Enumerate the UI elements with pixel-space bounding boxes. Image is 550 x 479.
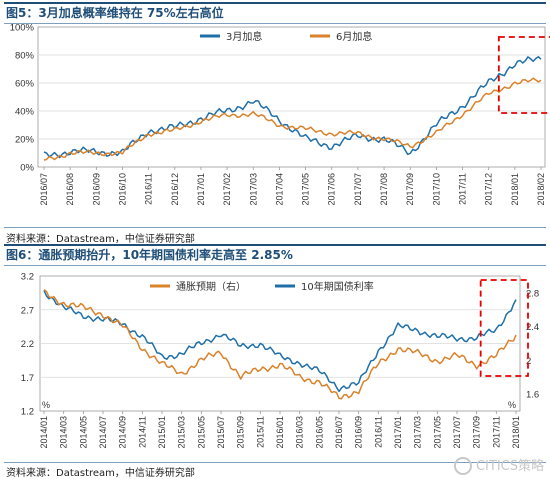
chart2-series-line-1 [43,290,517,393]
chart2-x-tick-label: 2017/09 [472,416,482,449]
chart1-x-tick-label: 2018/02 [536,173,546,206]
chart2-x-tick-label: 2017/03 [413,416,423,449]
chart2-x-tick-label: 2017/01 [393,416,403,449]
chart1-title-text: 3月加息概率维持在 75%左右高位 [38,6,224,20]
chart1-source-rule [4,227,546,228]
watermark-text: CITICS策略 [475,458,544,474]
chart1-frame [37,26,546,168]
chart1-title-rule [4,2,546,4]
chart2-x-tick-label: 2016/07 [334,416,344,449]
chart1-x-tick-label: 2017/02 [222,173,232,206]
chart2-x-tick-label: 2014/03 [59,416,69,449]
chart2-y-left-tick-label: 2.2 [21,339,34,350]
chart1-x-tick-label: 2017/05 [301,173,311,206]
chart2-x-tick-label: 2015/01 [157,416,167,449]
chart1-y-tick-label: 100% [10,24,35,34]
chart2-x-tick-label: 2014/05 [78,416,88,449]
chart2-y-right-tick-label: 2.4 [526,322,539,333]
chart1-x-tick-label: 2016/10 [117,173,127,206]
chart2-x-tick-label: 2015/09 [236,416,246,449]
chart1-x-tick-label: 2016/08 [65,173,75,206]
chart2-x-tick-label: 2018/01 [511,416,521,449]
chart2-x-tick-label: 2014/01 [39,416,49,449]
chart1-x-tick-label: 2016/12 [170,173,180,206]
chart1-title-label: 图5： [6,6,39,20]
chart1-y-tick-label: 0% [20,163,34,174]
chart2-y-right-tick-label: 1.6 [526,390,539,401]
chart2-title: 图6：通胀预期抬升，10年期国债利率走高至 2.85% [6,246,293,264]
chart1-y-tick-label: 80% [15,51,35,62]
chart2-x-tick-label: 2017/05 [432,416,442,449]
chart2-x-tick-label: 2016/05 [314,416,324,449]
chart1-x-tick-label: 2017/06 [327,173,337,206]
chart1-highlight-box [497,36,550,114]
chart2-title-underline [4,265,546,266]
chart1-x-tick-label: 2017/09 [405,173,415,206]
chart2-legend-label: 通胀预期（右） [176,280,246,293]
chart2-title-rule [4,244,546,246]
chart1-x-tick-label: 2018/01 [510,173,520,206]
chart2-y-left-tick-label: 1.2 [21,407,34,418]
chart2-title-label: 图6： [6,248,39,262]
chart1-x-tick-label: 2017/07 [353,173,363,206]
chart1-x-tick-label: 2017/04 [274,173,284,206]
chart1-y-tick-label: 60% [15,79,35,90]
chart2-x-tick-label: 2017/11 [491,416,501,448]
chart2-source: 资料来源：Datastream，中信证券研究部 [6,468,195,479]
chart2-x-tick-label: 2016/11 [373,416,383,448]
chart2-y-left-unit: % [42,400,50,410]
chart1-x-tick-label: 2016/09 [91,173,101,206]
chart2-title-text: 通胀预期抬升，10年期国债利率走高至 2.85% [38,248,293,262]
watermark: CITICS策略 [453,455,544,475]
chart1-source: 资料来源：Datastream，中信证券研究部 [6,234,195,245]
chart2-x-tick-label: 2015/03 [177,416,187,449]
chart1-series-line-1 [43,56,542,159]
chart2-plot: 1.2 1.7 2.2 2.7 3.2 1.6 2 2.4 2.8% % 2014/01 2014/0… [21,272,539,449]
chart1-y-tick-label: 20% [15,135,35,146]
chart2-y-left-tick-label: 2.7 [21,305,34,316]
chart2-y-left-tick-label: 3.2 [21,272,34,283]
chart1-legend-label: 6月加息 [336,30,372,43]
chart2-x-tick-label: 2016/03 [295,416,305,449]
chart1-plot: 0% 20% 40% 60% 80% 100% 2016/07 2016/08 2016/09 2… [10,24,550,206]
chart2-source-rule [4,462,546,463]
chart2-x-tick-label: 2016/09 [354,416,364,449]
chart1-x-tick-label: 2017/03 [248,173,258,206]
chart1-y-tick-label: 40% [15,107,35,118]
chart2-x-tick-label: 2017/07 [452,416,462,449]
chart2-x-tick-label: 2014/07 [98,416,108,449]
chart2-y-left-tick-label: 1.7 [21,373,34,384]
chart2-series-line-2 [43,289,517,400]
wechat-icon [453,457,472,475]
chart1-x-tick-label: 2016/07 [39,173,49,206]
chart1-x-tick-label: 2017/11 [458,173,468,205]
chart1-x-tick-label: 2016/11 [144,173,154,205]
chart2-x-tick-label: 2014/11 [137,416,147,448]
chart1-x-tick-label: 2017/01 [196,173,206,206]
chart2-legend-label: 10年期国债利率 [301,280,374,293]
chart1-x-tick-label: 2017/10 [431,173,441,206]
chart2-x-tick-label: 2015/07 [216,416,226,449]
chart2-y-right-unit: % [508,400,516,410]
chart2-y-right-tick-label: 2.8 [526,288,539,299]
chart2-x-tick-label: 2015/11 [255,416,265,448]
chart2-y-right-tick-label: 2 [526,356,531,367]
chart2-x-tick-label: 2015/05 [196,416,206,449]
chart1-x-tick-label: 2017/08 [379,173,389,206]
chart2-highlight-box [479,279,529,377]
chart1-title: 图5：3月加息概率维持在 75%左右高位 [6,4,224,22]
chart1-title-underline [4,23,546,24]
chart2-x-tick-label: 2016/01 [275,416,285,449]
chart1-x-tick-label: 2017/12 [484,173,494,206]
chart2-x-tick-label: 2014/09 [118,416,128,449]
chart1-legend-label: 3月加息 [226,30,262,43]
chart1-series-line-2 [43,77,542,161]
